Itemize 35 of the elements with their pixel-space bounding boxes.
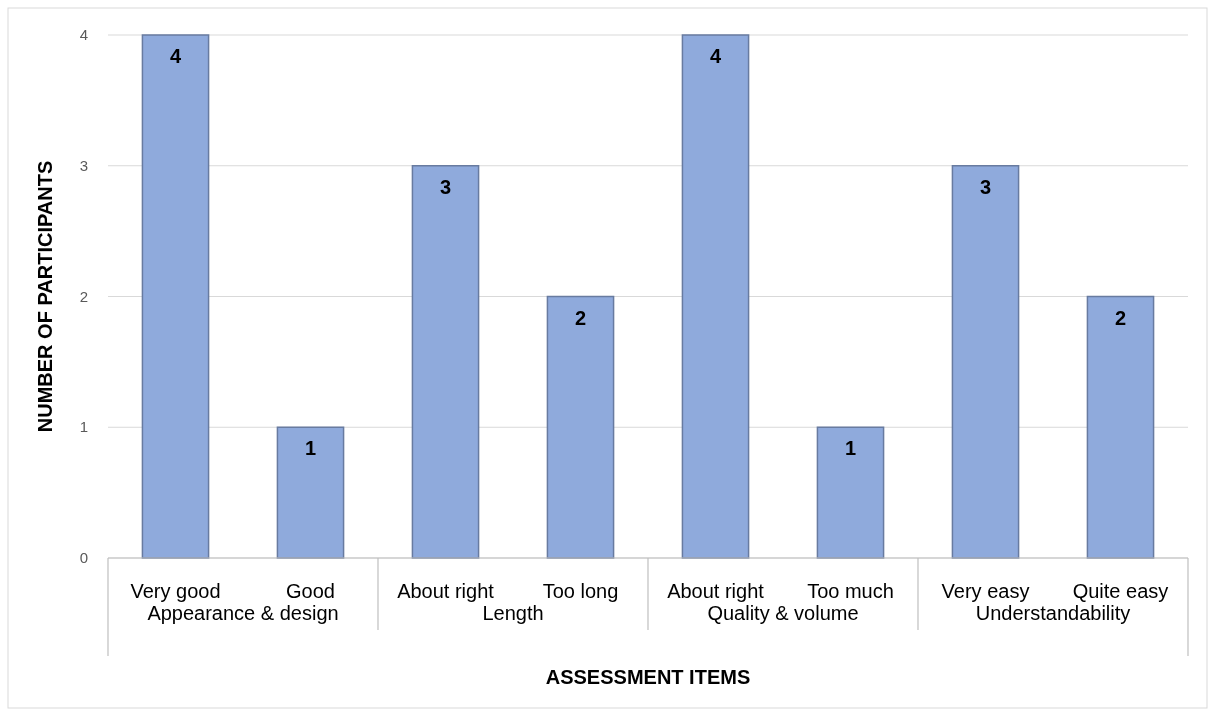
data-label: 2 xyxy=(1114,306,1127,329)
data-label: 1 xyxy=(844,437,857,460)
x-tick-label: Quite easy xyxy=(1072,580,1169,602)
y-axis-title: NUMBER OF PARTICIPANTS xyxy=(34,160,56,433)
data-label: 4 xyxy=(709,45,722,67)
data-label: 3 xyxy=(439,175,452,198)
data-label: 1 xyxy=(304,437,317,460)
y-tick-label: 1 xyxy=(79,418,88,436)
text: Length xyxy=(482,602,544,624)
bar xyxy=(1086,295,1155,559)
bar xyxy=(546,295,615,559)
x-tick-label: About right xyxy=(667,580,765,602)
text: Understandability xyxy=(975,602,1131,624)
bar xyxy=(411,165,480,559)
x-tick-label: Very good xyxy=(130,580,221,602)
bar xyxy=(951,165,1020,559)
y-tick-label: 4 xyxy=(79,26,88,43)
text: Quality & volume xyxy=(707,602,859,624)
y-tick-label: 3 xyxy=(79,156,88,174)
text: Appearance & design xyxy=(147,602,339,624)
data-label: 3 xyxy=(979,175,992,198)
x-tick-label: About right xyxy=(397,580,495,602)
data-label: 4 xyxy=(169,45,182,67)
x-tick-label: Good xyxy=(286,580,335,602)
data-label: 2 xyxy=(574,306,587,329)
y-tick-label: 2 xyxy=(79,287,88,305)
x-axis-title: ASSESSMENT ITEMS xyxy=(545,666,751,688)
bar xyxy=(816,426,885,559)
x-tick-label: Too long xyxy=(542,580,619,602)
bar xyxy=(276,426,345,559)
x-tick-label: Too much xyxy=(807,580,894,602)
bar xyxy=(681,34,750,559)
x-tick-label: Very easy xyxy=(941,580,1030,602)
bar xyxy=(141,34,210,559)
y-tick-label: 0 xyxy=(79,549,88,566)
